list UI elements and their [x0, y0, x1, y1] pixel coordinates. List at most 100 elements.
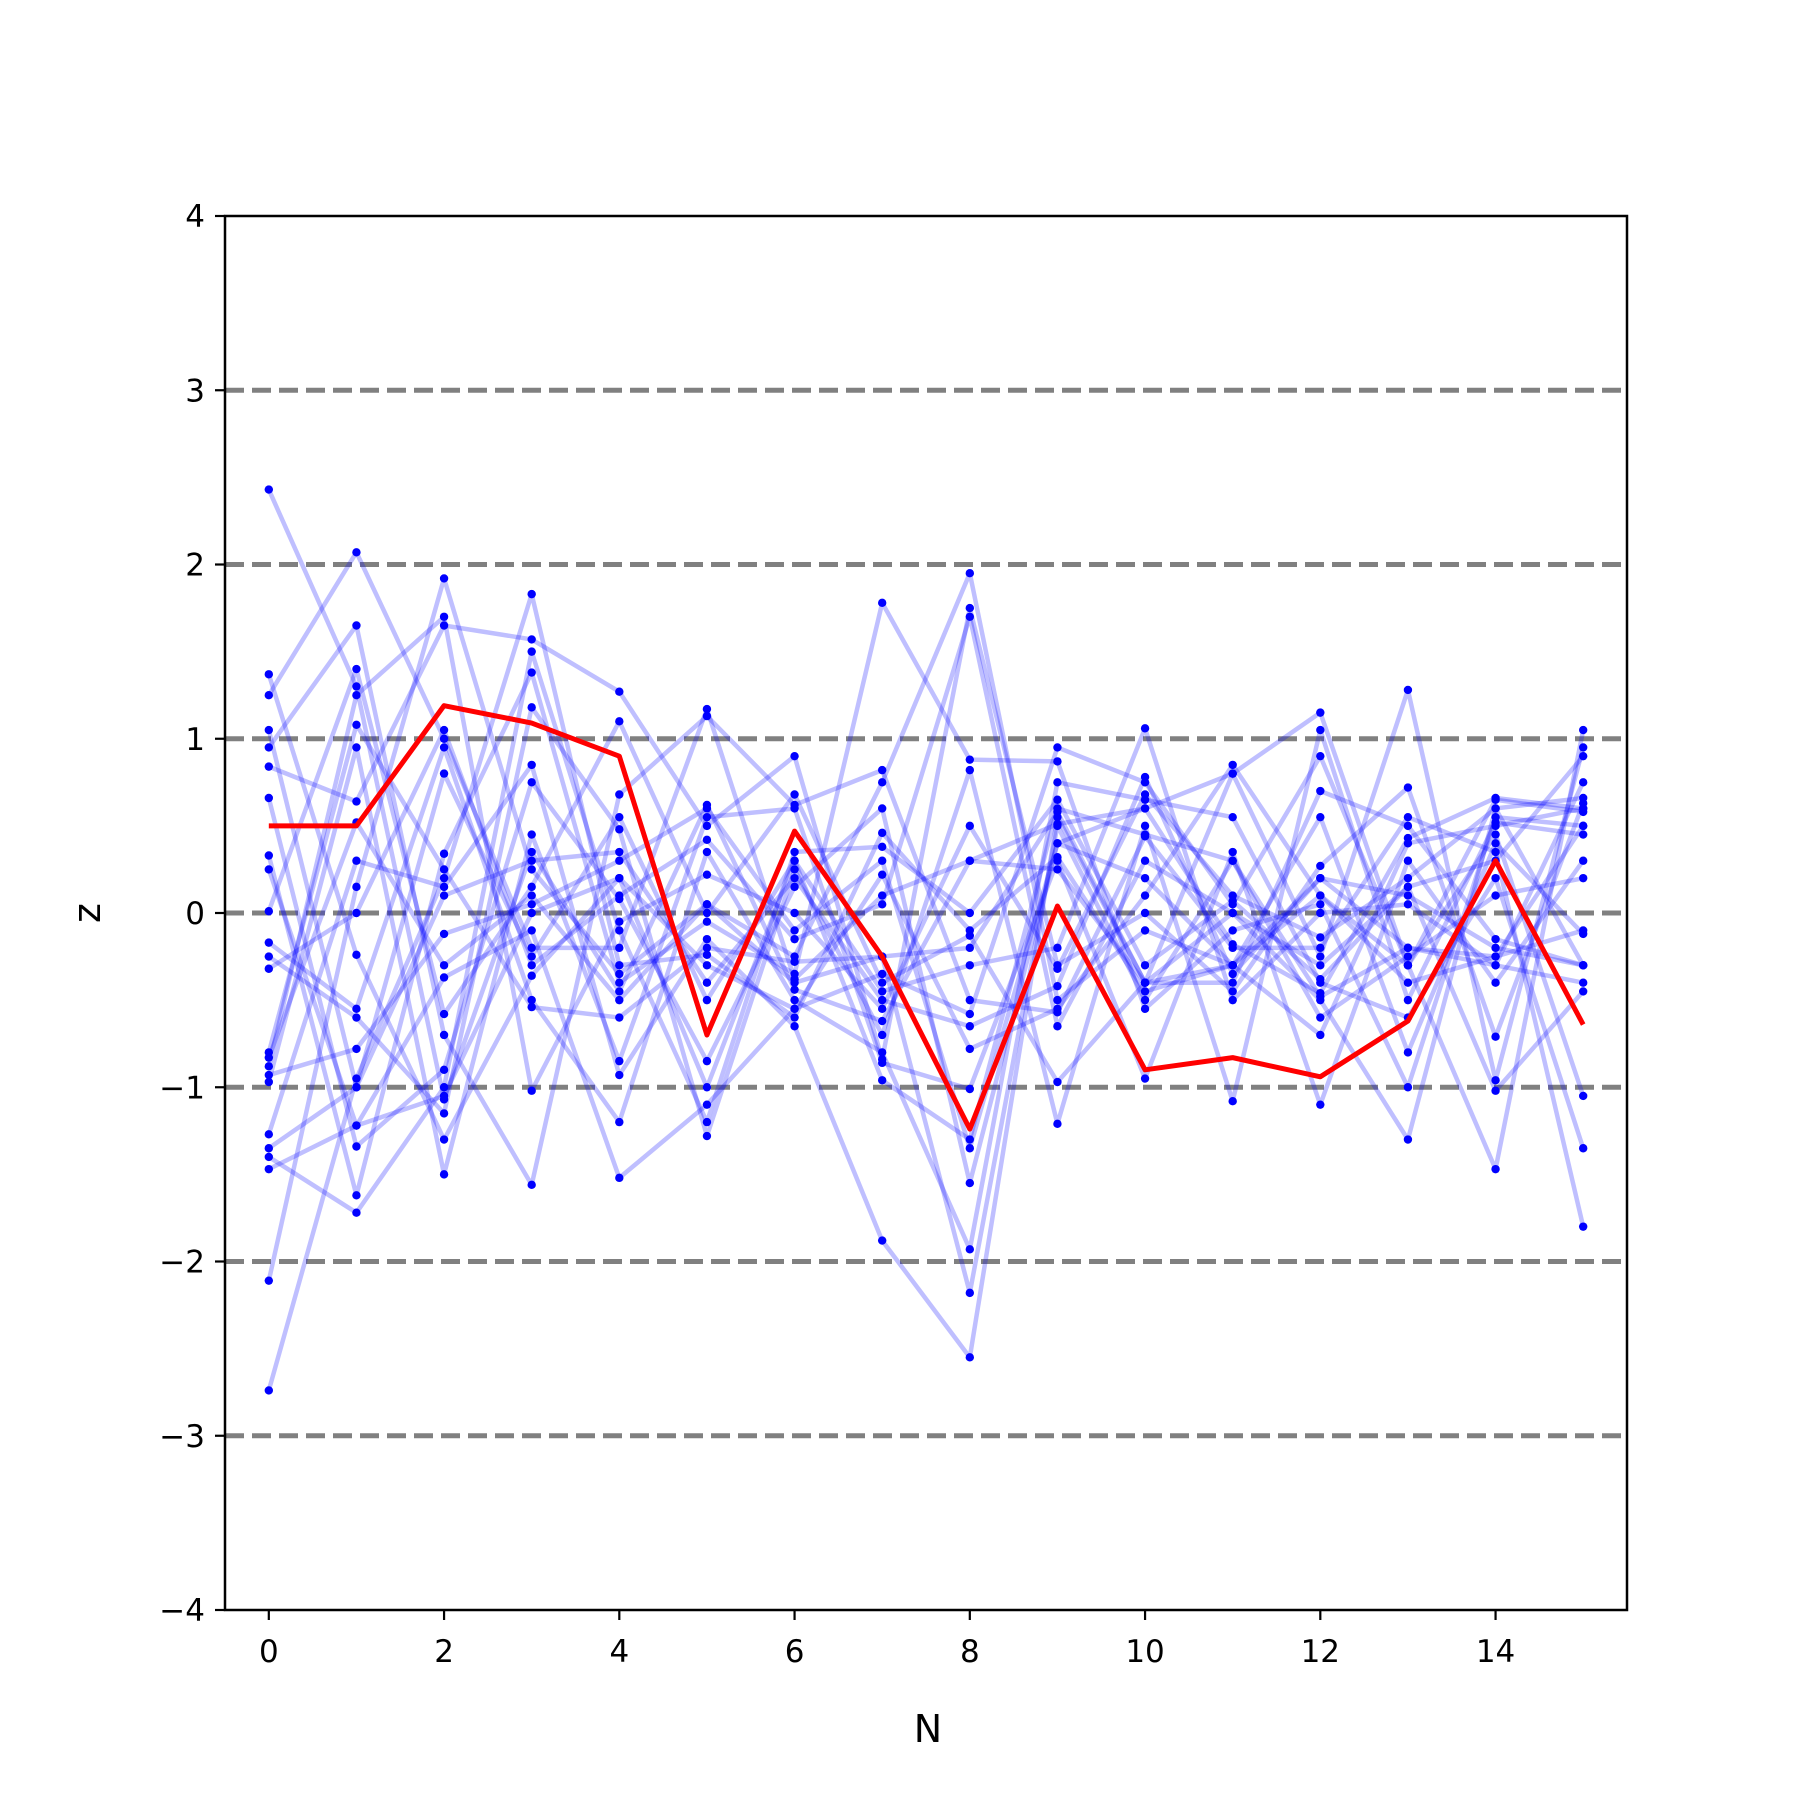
data-point	[439, 973, 449, 982]
data-point	[439, 769, 449, 778]
data-point	[1403, 821, 1413, 831]
data-point	[1403, 943, 1413, 953]
data-point	[1578, 743, 1588, 752]
series-line	[267, 762, 1584, 1172]
data-point	[1403, 839, 1413, 848]
data-point	[965, 1353, 975, 1362]
data-point	[264, 952, 274, 961]
data-point	[264, 938, 274, 947]
data-point	[352, 1191, 361, 1200]
data-point	[1403, 882, 1413, 892]
data-point	[1228, 969, 1237, 979]
data-point	[352, 690, 361, 700]
data-point	[352, 1083, 361, 1092]
data-point	[527, 900, 536, 909]
data-point	[615, 825, 624, 834]
data-point	[527, 908, 536, 918]
data-point	[1316, 1013, 1325, 1022]
data-point	[352, 720, 361, 730]
data-point	[1578, 926, 1588, 935]
data-point	[527, 856, 536, 865]
data-point	[615, 1013, 624, 1022]
data-point	[439, 574, 449, 583]
data-point	[439, 1083, 449, 1092]
series-line	[266, 745, 1586, 1177]
data-point	[1491, 804, 1500, 813]
data-point	[1140, 1004, 1150, 1014]
data-point	[1053, 943, 1062, 953]
data-point	[615, 1173, 624, 1183]
data-point	[1403, 1135, 1413, 1144]
data-point	[702, 978, 712, 987]
data-point	[615, 978, 624, 987]
data-point	[439, 1065, 449, 1075]
data-point	[702, 835, 712, 845]
data-point	[1140, 821, 1150, 831]
data-point	[702, 900, 712, 909]
data-point	[439, 621, 449, 630]
data-point	[1316, 908, 1325, 918]
series-line	[267, 605, 1586, 1062]
data-point	[352, 1004, 361, 1014]
data-point	[264, 1130, 274, 1139]
data-point	[965, 1245, 975, 1254]
data-point	[877, 842, 887, 851]
data-point	[702, 1131, 712, 1141]
data-point	[1228, 769, 1237, 778]
y-tick-label: 4	[185, 199, 205, 235]
y-tick-label: 2	[185, 548, 205, 584]
data-point	[439, 734, 449, 743]
data-point	[1316, 891, 1325, 900]
data-point	[1491, 952, 1500, 961]
data-point	[702, 1056, 712, 1066]
data-point	[877, 1016, 887, 1026]
data-point	[702, 870, 712, 879]
data-point	[352, 621, 361, 630]
data-point	[615, 856, 624, 865]
data-point	[1053, 981, 1062, 991]
series-line	[267, 705, 1584, 1139]
data-point	[264, 793, 274, 803]
data-point	[264, 762, 274, 771]
data-point	[1403, 1083, 1413, 1092]
data-point	[1578, 821, 1588, 831]
data-point	[1053, 795, 1062, 804]
data-point	[702, 917, 712, 926]
x-axis-label: N	[914, 1707, 942, 1751]
y-axis-ticks: −4 −3 −2 −1 0 1 2 3 4	[159, 199, 225, 1629]
series-line	[267, 649, 1585, 1215]
data-point	[1491, 1164, 1500, 1174]
data-point	[790, 978, 799, 987]
data-point	[1140, 891, 1150, 900]
y-axis-label: z	[65, 903, 109, 923]
data-point	[1403, 812, 1413, 822]
data-point	[1140, 978, 1150, 987]
data-point	[527, 760, 536, 770]
series-line	[266, 488, 1584, 1102]
data-point	[1053, 1004, 1062, 1014]
data-point	[877, 1004, 887, 1014]
data-point	[1228, 943, 1237, 953]
data-point	[1140, 987, 1150, 996]
reference-lines	[225, 387, 1627, 1439]
data-point	[439, 743, 449, 752]
data-point	[877, 1076, 887, 1085]
data-point	[1316, 1100, 1325, 1109]
data-point	[1228, 1096, 1237, 1106]
data-point	[965, 1084, 975, 1094]
data-point	[264, 690, 274, 700]
series-line	[266, 762, 1584, 1360]
data-point	[965, 856, 975, 865]
data-point	[790, 847, 799, 857]
data-point	[877, 804, 887, 813]
data-point	[965, 908, 975, 918]
data-point	[1491, 795, 1500, 804]
data-point	[527, 847, 536, 857]
y-tick-label: −4	[159, 1593, 205, 1629]
data-point	[702, 711, 712, 721]
series-line	[266, 745, 1586, 1181]
data-point	[527, 891, 536, 900]
data-point	[877, 1236, 887, 1245]
series-line	[267, 774, 1584, 1151]
